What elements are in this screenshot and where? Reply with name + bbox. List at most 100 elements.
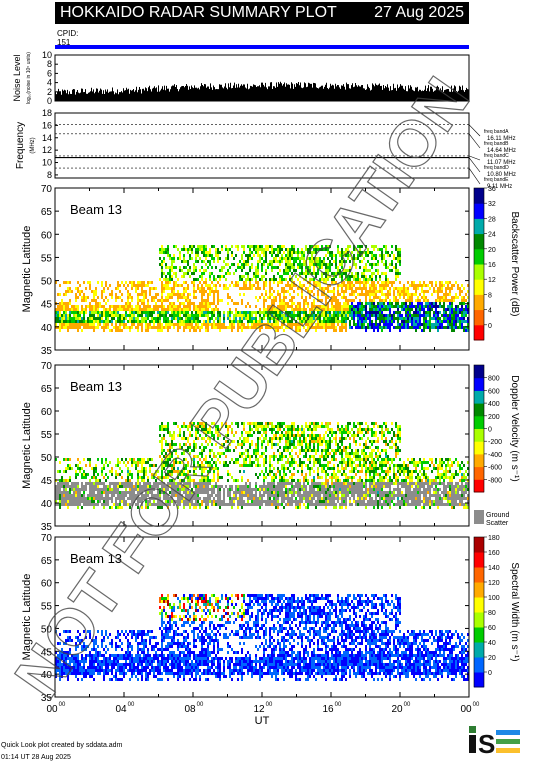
power-cell (145, 284, 147, 287)
velocity-cell (119, 485, 121, 488)
power-cell (167, 254, 169, 257)
power-cell (463, 320, 465, 323)
power-cell (451, 287, 453, 290)
velocity-cell (279, 437, 281, 440)
power-cell (447, 299, 449, 302)
velocity-cell (253, 500, 255, 503)
velocity-cell (273, 482, 275, 485)
power-cell (143, 302, 145, 305)
power-cell (83, 320, 85, 323)
power-cell (75, 326, 77, 329)
power-cell (245, 284, 247, 287)
power-cell (171, 293, 173, 296)
power-cell (441, 284, 443, 287)
power-cell (175, 305, 177, 308)
power-cell (261, 266, 263, 269)
power-cell (431, 305, 433, 308)
power-cell (243, 284, 245, 287)
velocity-cell (299, 503, 301, 506)
power-cell (391, 251, 393, 254)
power-cell (425, 290, 427, 293)
velocity-cell (299, 488, 301, 491)
power-cell (269, 251, 271, 254)
power-cell (439, 305, 441, 308)
velocity-cell (275, 431, 277, 434)
power-cell (237, 323, 239, 326)
velocity-cell (269, 464, 271, 467)
power-cell (169, 314, 171, 317)
power-cell (415, 290, 417, 293)
velocity-cell (165, 425, 167, 428)
velocity-cell (111, 470, 113, 473)
velocity-cell (99, 491, 101, 494)
power-cell (183, 272, 185, 275)
power-cell (83, 296, 85, 299)
power-cell (211, 323, 213, 326)
power-cell (417, 317, 419, 320)
velocity-cell (233, 491, 235, 494)
velocity-cell (271, 437, 273, 440)
power-cell (187, 263, 189, 266)
power-cell (103, 311, 105, 314)
power-cell (215, 266, 217, 269)
power-cell (423, 323, 425, 326)
power-cell (123, 326, 125, 329)
power-cell (109, 311, 111, 314)
power-cell (101, 314, 103, 317)
power-cell (255, 278, 257, 281)
power-colorbar-label: Backscatter Power (dB) (509, 211, 520, 316)
power-cell (185, 272, 187, 275)
power-cell (383, 293, 385, 296)
power-cell (369, 320, 371, 323)
power-cell (385, 278, 387, 281)
power-cell (79, 284, 81, 287)
velocity-cell (69, 458, 71, 461)
velocity-cell (69, 485, 71, 488)
power-cell (451, 302, 453, 305)
power-cell (223, 260, 225, 263)
power-cell (231, 263, 233, 266)
power-cell (143, 296, 145, 299)
power-cell (123, 284, 125, 287)
velocity-cell (271, 464, 273, 467)
velocity-cell (71, 467, 73, 470)
power-cell (161, 245, 163, 248)
velocity-cell (299, 437, 301, 440)
velocity-cell (255, 452, 257, 455)
power-cell (357, 287, 359, 290)
power-cell (429, 329, 431, 332)
power-cell (161, 284, 163, 287)
power-cell (189, 317, 191, 320)
power-cell (371, 293, 373, 296)
power-cell (407, 323, 409, 326)
power-cell (409, 311, 411, 314)
power-cell (215, 284, 217, 287)
velocity-cell (267, 497, 269, 500)
power-cell (435, 308, 437, 311)
power-cell (445, 281, 447, 284)
power-cell (117, 329, 119, 332)
velocity-cell (265, 446, 267, 449)
power-cell (247, 260, 249, 263)
power-cell (145, 293, 147, 296)
power-cell (383, 257, 385, 260)
power-cell (95, 299, 97, 302)
velocity-cell (109, 482, 111, 485)
frequency-band-connector (469, 134, 480, 148)
velocity-cell (159, 425, 161, 428)
power-cell (265, 281, 267, 284)
velocity-cell (231, 503, 233, 506)
power-cell (343, 305, 345, 308)
velocity-cell (63, 497, 65, 500)
velocity-cell (273, 467, 275, 470)
power-cell (199, 275, 201, 278)
power-cell (423, 326, 425, 329)
power-cell (393, 326, 395, 329)
power-cell (157, 299, 159, 302)
velocity-cell (243, 491, 245, 494)
power-cell (95, 287, 97, 290)
power-cell (191, 323, 193, 326)
power-cell (151, 311, 153, 314)
power-cell (333, 323, 335, 326)
power-cell (105, 284, 107, 287)
